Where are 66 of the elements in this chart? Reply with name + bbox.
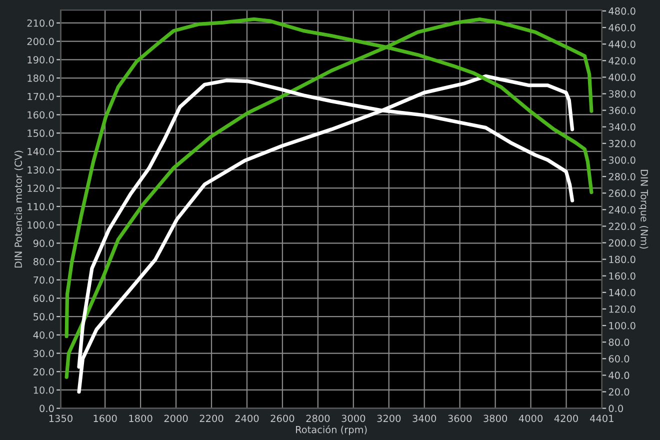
y2-tick-label: 60.0 — [608, 355, 630, 362]
y2-tick-label: 160.0 — [609, 272, 636, 280]
y2-tick-label: 380.0 — [608, 90, 636, 98]
y-tick-label: 210.0 — [27, 19, 54, 27]
y-tick-label: 160.0 — [28, 111, 54, 119]
y2-tick-label: 300.0 — [608, 156, 636, 164]
y-tick-label: 100.0 — [28, 221, 54, 229]
y-tick-label: 200.0 — [27, 38, 54, 46]
y2-tick-label: 20.0 — [608, 388, 630, 396]
y2-tick-label: 340.0 — [608, 123, 636, 131]
x-tick-label: 2000 — [164, 414, 188, 422]
y2-tick-label: 420.0 — [608, 57, 636, 64]
y2-tick-label: 280.0 — [608, 173, 636, 180]
y2-tick-label: 320.0 — [608, 140, 636, 148]
y-tick-label: 140.0 — [28, 148, 54, 156]
y-tick-label: 110.0 — [28, 202, 54, 210]
y2-tick-label: 400.0 — [608, 74, 636, 82]
y-tick-label: 80.0 — [33, 258, 54, 266]
y2-tick-label: 460.0 — [608, 24, 636, 32]
y2-tick-label: 120.0 — [609, 305, 636, 313]
y-tick-label: 170.0 — [28, 92, 54, 100]
y-tick-label: 70.0 — [34, 276, 54, 284]
x-tick-label: 2200 — [200, 414, 224, 422]
y-tick-label: 30.0 — [34, 350, 54, 358]
x-tick-label: 4200 — [554, 414, 578, 422]
y2-tick-label: 440.0 — [608, 40, 636, 48]
x-tick-label: 3600 — [448, 414, 472, 422]
x-tick-label: 3200 — [377, 414, 401, 422]
y-tick-label: 50.0 — [34, 313, 54, 320]
y-tick-label: 120.0 — [28, 184, 54, 192]
x-tick-label: 1800 — [129, 414, 152, 422]
x-tick-label: 3800 — [484, 414, 508, 422]
y-tick-label: 150.0 — [28, 130, 54, 137]
y-tick-label: 10.0 — [34, 386, 54, 394]
y2-tick-label: 240.0 — [608, 206, 636, 214]
y2-tick-label: 260.0 — [608, 190, 636, 197]
y-axis-title: DIN Potencia motor (CV) — [14, 150, 24, 268]
x-tick-label: 3000 — [342, 414, 366, 422]
y-tick-label: 180.0 — [28, 74, 54, 82]
x-tick-label: 2400 — [235, 414, 259, 422]
x-tick-label: 3400 — [412, 414, 436, 422]
y-tick-label: 90.0 — [33, 240, 54, 247]
y-tick-label: 40.0 — [33, 331, 54, 339]
y2-axis-title: DIN Torque (Nm) — [638, 170, 648, 249]
y2-tick-label: 140.0 — [609, 288, 636, 296]
x-tick-label: 1350 — [49, 414, 72, 422]
x-tick-label: 4401 — [590, 414, 614, 422]
y2-tick-label: 360.0 — [608, 106, 636, 114]
y2-tick-label: 220.0 — [608, 222, 636, 230]
y-tick-label: 130.0 — [28, 166, 54, 174]
y-tick-label: 0.0 — [40, 404, 54, 412]
x-axis-title: Rotación (rpm) — [296, 425, 367, 436]
y-tick-label: 60.0 — [34, 294, 54, 302]
y-tick-label: 190.0 — [28, 56, 54, 64]
x-tick-label: 2800 — [306, 414, 330, 422]
x-tick-label: 4000 — [518, 414, 543, 422]
y2-tick-label: 40.0 — [608, 372, 630, 380]
y2-tick-label: 80.0 — [608, 338, 630, 346]
y2-tick-label: 200.0 — [608, 239, 636, 247]
x-tick-label: 1600 — [94, 414, 117, 422]
y-tick-label: 20.0 — [34, 368, 54, 376]
y2-tick-label: 480.0 — [608, 7, 636, 15]
y2-tick-label: 0.0 — [608, 404, 623, 412]
y2-tick-label: 180.0 — [609, 256, 636, 264]
y2-tick-label: 100.0 — [609, 322, 636, 330]
x-tick-label: 2600 — [270, 414, 294, 422]
